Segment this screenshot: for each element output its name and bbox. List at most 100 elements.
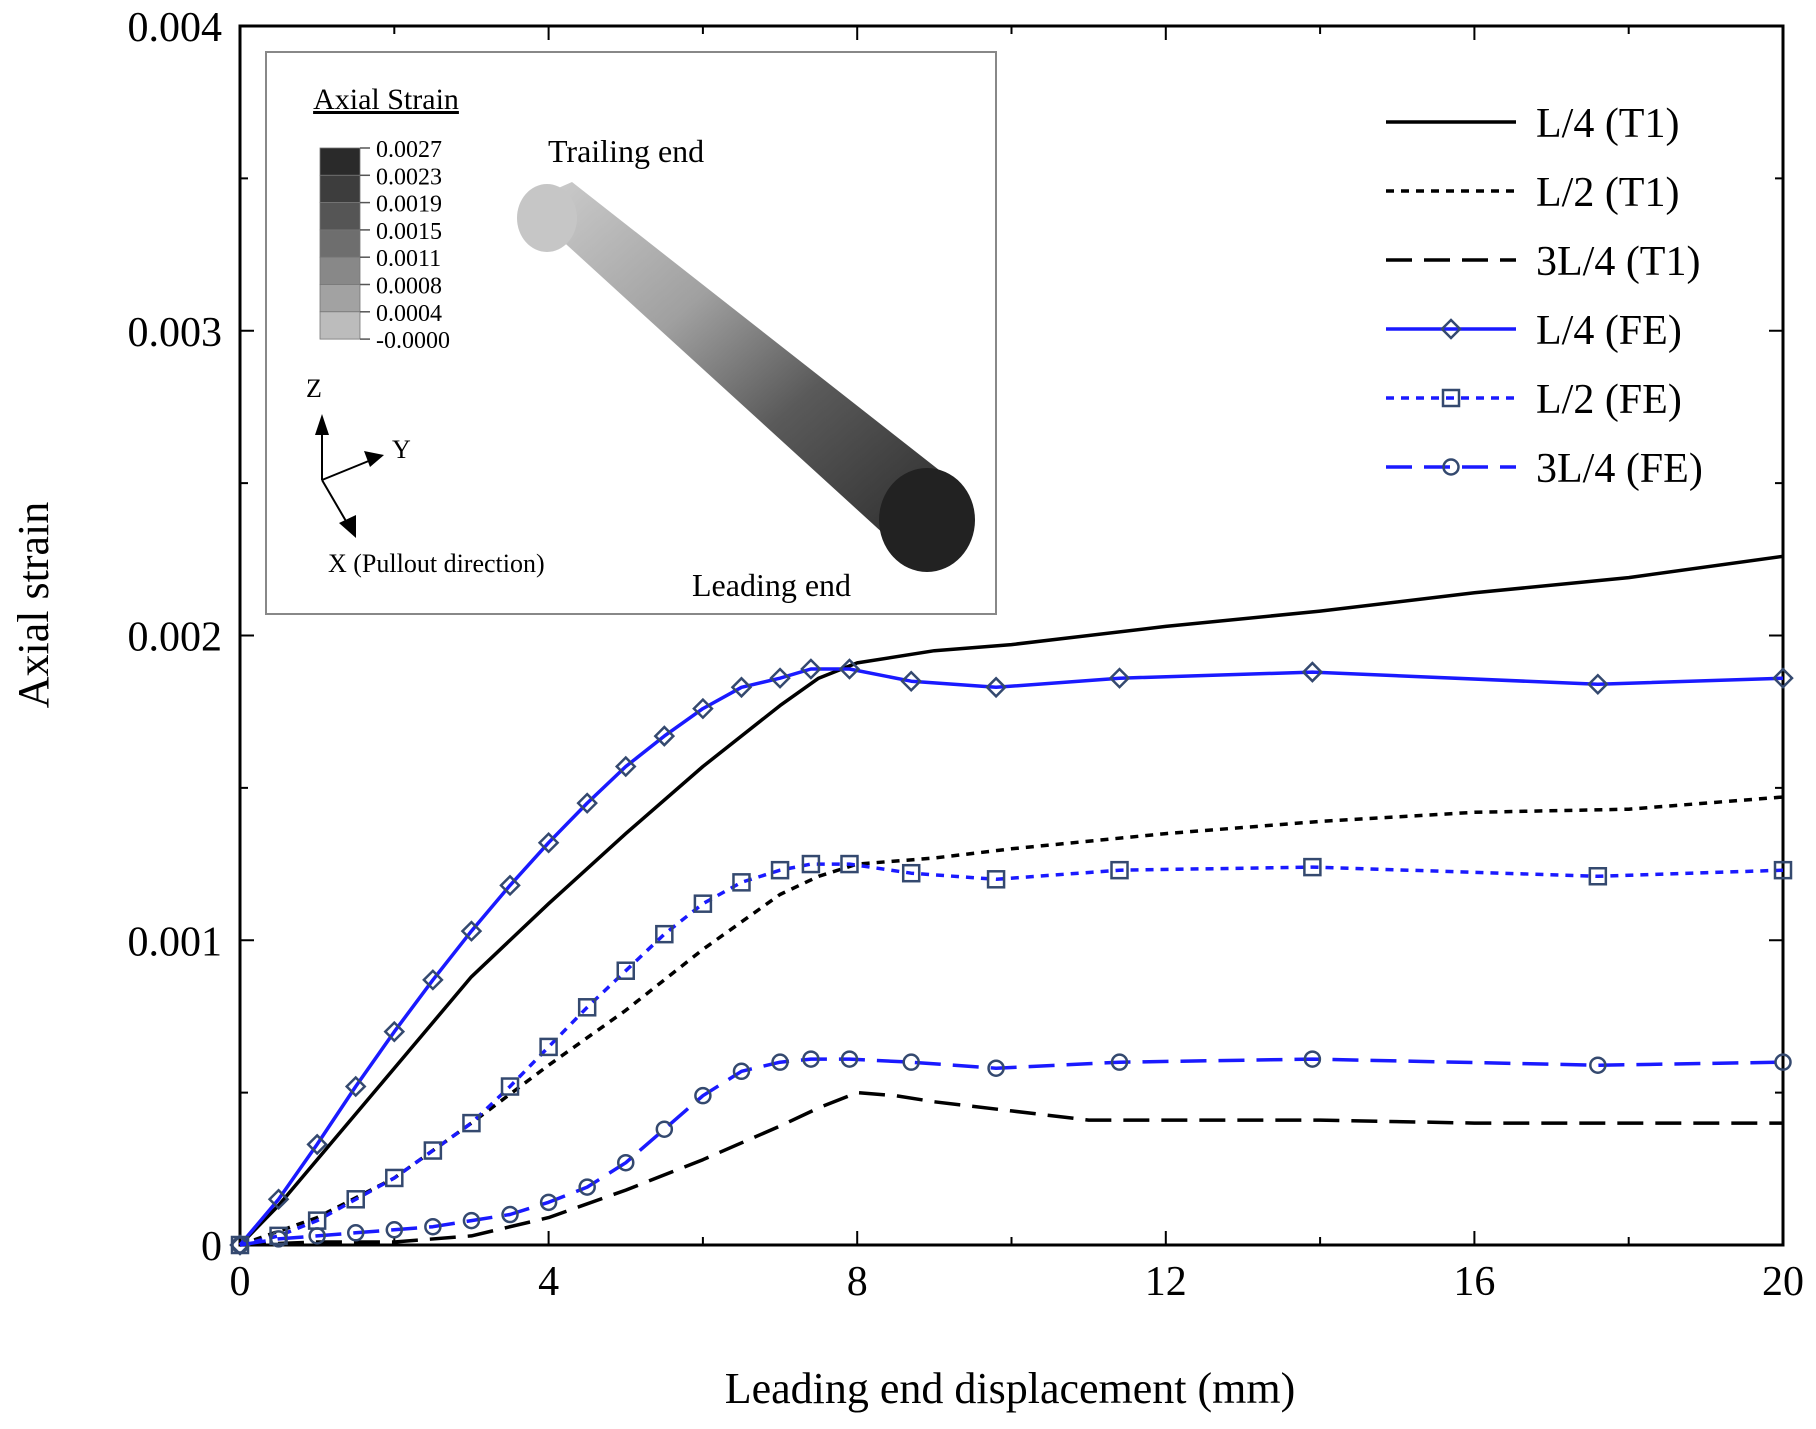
data-point-square: [385, 1168, 404, 1188]
legend-item: L/4 (FE): [1386, 308, 1682, 354]
data-point-circle: [732, 1062, 751, 1081]
y-tick-label: 0.001: [128, 919, 223, 965]
legend-label: 3L/4 (FE): [1536, 446, 1703, 492]
x-tick-label: 8: [847, 1259, 868, 1305]
series-line: [238, 667, 1784, 1247]
colorbar-swatch: [319, 229, 361, 258]
data-point-diamond: [653, 725, 676, 747]
x-tick-label: 4: [538, 1259, 559, 1305]
data-point-square: [1773, 860, 1793, 880]
series-l-4-t1-: [238, 554, 1784, 1247]
data-point-diamond: [1301, 661, 1324, 683]
series-3l-4-t1-: [239, 1090, 1783, 1247]
x-axis-label: Leading end displacement (mm): [725, 1364, 1296, 1413]
data-point-diamond: [730, 676, 753, 699]
series-line: [239, 1057, 1784, 1247]
rod: [517, 182, 975, 572]
data-point-circle: [694, 1086, 712, 1105]
x-axis-arrow: [321, 479, 351, 529]
y-tick-label: 0.002: [128, 615, 223, 661]
y-tick-label: 0.003: [128, 310, 223, 356]
y-arrowhead: [364, 451, 384, 467]
series-line: [238, 554, 1784, 1247]
data-point-diamond: [692, 697, 714, 720]
data-point-square: [901, 863, 921, 883]
rod-body: [522, 182, 962, 567]
series-layer: [229, 554, 1794, 1256]
series-line: [239, 1090, 1783, 1247]
data-point-diamond: [306, 1133, 328, 1156]
data-point-diamond: [383, 1020, 406, 1043]
colorbar-label: 0.0023: [376, 164, 442, 190]
y-tick-label: 0: [201, 1224, 222, 1270]
data-point-square: [1588, 867, 1608, 886]
data-point-square: [732, 873, 751, 892]
data-point-circle: [539, 1193, 558, 1212]
colorbar-swatch: [319, 202, 361, 231]
colorbar-title: Axial Strain: [313, 83, 459, 116]
z-axis-label: Z: [306, 374, 322, 403]
x-axis-triad-label: X (Pullout direction): [328, 549, 545, 578]
data-point-circle: [840, 1050, 859, 1068]
data-point-circle: [1303, 1050, 1322, 1068]
legend-label: L/4 (T1): [1536, 101, 1679, 147]
data-point-square: [1441, 388, 1461, 408]
data-point-square: [840, 854, 859, 874]
colorbar-label: 0.0019: [376, 192, 442, 218]
series-3l-4-fe-: [231, 1050, 1792, 1254]
legend-label: L/4 (FE): [1536, 308, 1682, 354]
colorbar-swatch: [319, 147, 361, 176]
data-point-diamond: [614, 755, 637, 778]
data-point-square: [770, 860, 790, 880]
data-point-diamond: [576, 792, 598, 814]
legend-item: 3L/4 (T1): [1386, 239, 1700, 285]
data-point-diamond: [344, 1075, 367, 1098]
data-point-diamond: [1108, 667, 1131, 689]
data-point-square: [655, 924, 674, 944]
data-point-circle: [462, 1211, 481, 1230]
data-point-square: [693, 894, 713, 913]
data-point-diamond: [1587, 673, 1609, 696]
data-point-circle: [1110, 1053, 1129, 1071]
data-point-circle: [987, 1059, 1005, 1077]
data-point-diamond: [900, 670, 922, 692]
colorbar-swatch: [319, 311, 361, 340]
trailing-end-label: Trailing end: [548, 133, 704, 169]
data-point-circle: [308, 1227, 326, 1245]
data-point-circle: [1774, 1053, 1792, 1071]
y-axis: 0 0.001 0.002 0.003 0.004: [128, 5, 1783, 1270]
legend: L/4 (T1) L/2 (T1) 3L/4 (T1) L/4 (FE) L/2 (FE…: [1386, 101, 1703, 492]
leading-end-label: Leading end: [692, 567, 851, 603]
data-point-square: [801, 854, 821, 874]
data-point-square: [346, 1190, 365, 1209]
data-point-circle: [617, 1153, 635, 1172]
data-point-diamond: [1772, 667, 1794, 689]
legend-label: L/2 (FE): [1536, 377, 1682, 423]
data-point-square: [616, 961, 635, 980]
data-point-circle: [501, 1205, 519, 1224]
data-point-diamond: [267, 1188, 290, 1211]
y-axis-triad-label: Y: [392, 435, 411, 464]
axis-triad: Z Y X (Pullout direction): [306, 374, 545, 578]
x-tick-label: 20: [1762, 1259, 1804, 1305]
colorbar-label: 0.0011: [376, 246, 441, 272]
colorbar-swatch: [319, 174, 361, 204]
data-point-square: [1110, 860, 1129, 880]
legend-item: L/4 (T1): [1386, 101, 1679, 147]
legend-item: L/2 (FE): [1386, 377, 1682, 423]
series-line: [239, 795, 1784, 1247]
data-point-circle: [802, 1050, 820, 1068]
colorbar-label: 0.0027: [376, 137, 442, 163]
series-l-2-t1-: [239, 795, 1784, 1247]
z-arrowhead: [315, 414, 329, 435]
data-point-circle: [655, 1120, 674, 1138]
y-axis-arrow: [321, 457, 377, 481]
data-point-square: [577, 998, 597, 1017]
data-point-diamond: [1440, 318, 1462, 340]
data-point-diamond: [422, 969, 444, 991]
data-point-square: [423, 1141, 443, 1160]
data-point-diamond: [537, 831, 560, 854]
colorbar-label: -0.0000: [376, 328, 450, 354]
data-point-circle: [902, 1053, 920, 1071]
data-point-diamond: [985, 676, 1007, 699]
